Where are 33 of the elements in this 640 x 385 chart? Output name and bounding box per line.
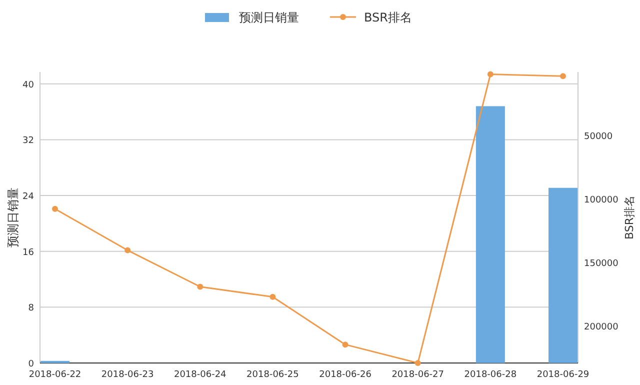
x-tick-label: 2018-06-25 [246,370,299,380]
point [342,342,348,348]
y2-tick-label: 200000 [584,322,619,333]
legend-label: BSR排名 [364,10,412,24]
x-tick-label: 2018-06-23 [101,370,154,380]
bar [548,188,578,363]
point [487,71,494,78]
point [270,294,276,300]
legend-预测日销量: 预测日销量 [205,10,299,24]
point [560,73,566,80]
x-tick-label: 2018-06-22 [28,370,82,380]
x-tick-label: 2018-06-28 [464,370,517,380]
x-tick-label: 2018-06-26 [319,370,372,380]
y-tick-label: 8 [28,304,34,314]
point [197,284,204,290]
y2-tick-label: 150000 [584,259,619,270]
legend-label: 预测日销量 [239,10,299,24]
y2-tick-label: 50000 [584,132,613,142]
y-tick-label: 16 [22,248,34,258]
x-tick-label: 2018-06-27 [392,370,444,380]
y-tick-label: 32 [22,136,34,146]
x-tick-label: 2018-06-29 [536,370,590,380]
y-tick-label: 24 [22,192,34,202]
y-tick-label: 0 [28,360,34,370]
y-axis-title: 预测日销量 [6,188,20,248]
y-tick-label: 40 [22,80,34,90]
point [52,206,58,212]
bar [476,106,505,363]
y2-axis-title: BSR排名 [623,196,636,240]
x-tick-label: 2018-06-24 [174,370,227,380]
y2-tick-label: 100000 [584,196,619,206]
point [414,360,421,366]
point [124,247,131,254]
